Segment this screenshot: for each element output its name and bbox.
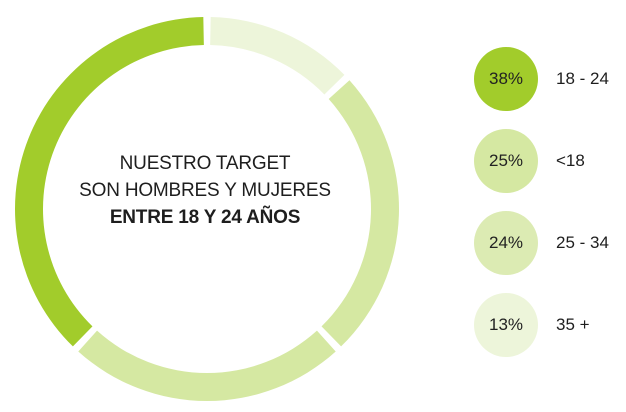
legend-label-18-24: 18 - 24 xyxy=(556,69,609,88)
legend-value-35-plus: 13% xyxy=(488,315,524,334)
donut-slice-1 xyxy=(321,80,399,347)
donut-slices xyxy=(14,17,399,402)
center-text-line1: NUESTRO TARGET xyxy=(119,153,291,174)
donut-slice-3 xyxy=(14,17,204,347)
legend-label-under-18: <18 xyxy=(556,151,585,170)
legend-swatch-35-plus: 13% xyxy=(474,293,538,357)
donut-slice-2 xyxy=(78,330,336,402)
center-text-line3: ENTRE 18 Y 24 AÑOS xyxy=(109,207,301,228)
legend-value-25-34: 24% xyxy=(488,233,524,252)
donut-chart: NUESTRO TARGET SON HOMBRES Y MUJERES ENT… xyxy=(14,17,399,402)
donut-chart-svg xyxy=(14,17,399,402)
legend-label-25-34: 25 - 34 xyxy=(556,233,609,252)
legend-item-under-18: 25% <18 xyxy=(474,129,624,211)
legend-value-under-18: 25% xyxy=(488,151,524,170)
legend-item-35-plus: 13% 35 + xyxy=(474,293,624,375)
legend-swatch-18-24: 38% xyxy=(474,47,538,111)
center-text: NUESTRO TARGET SON HOMBRES Y MUJERES ENT… xyxy=(52,150,358,231)
legend-swatch-under-18: 25% xyxy=(474,129,538,193)
legend: 38% 18 - 24 25% <18 24% 25 - 34 13% 35 + xyxy=(474,47,624,375)
legend-value-18-24: 38% xyxy=(488,69,524,88)
legend-label-35-plus: 35 + xyxy=(556,315,590,334)
legend-item-18-24: 38% 18 - 24 xyxy=(474,47,624,129)
donut-slice-0 xyxy=(210,17,345,95)
center-text-line2: SON HOMBRES Y MUJERES xyxy=(79,180,331,201)
legend-swatch-25-34: 24% xyxy=(474,211,538,275)
legend-item-25-34: 24% 25 - 34 xyxy=(474,211,624,293)
